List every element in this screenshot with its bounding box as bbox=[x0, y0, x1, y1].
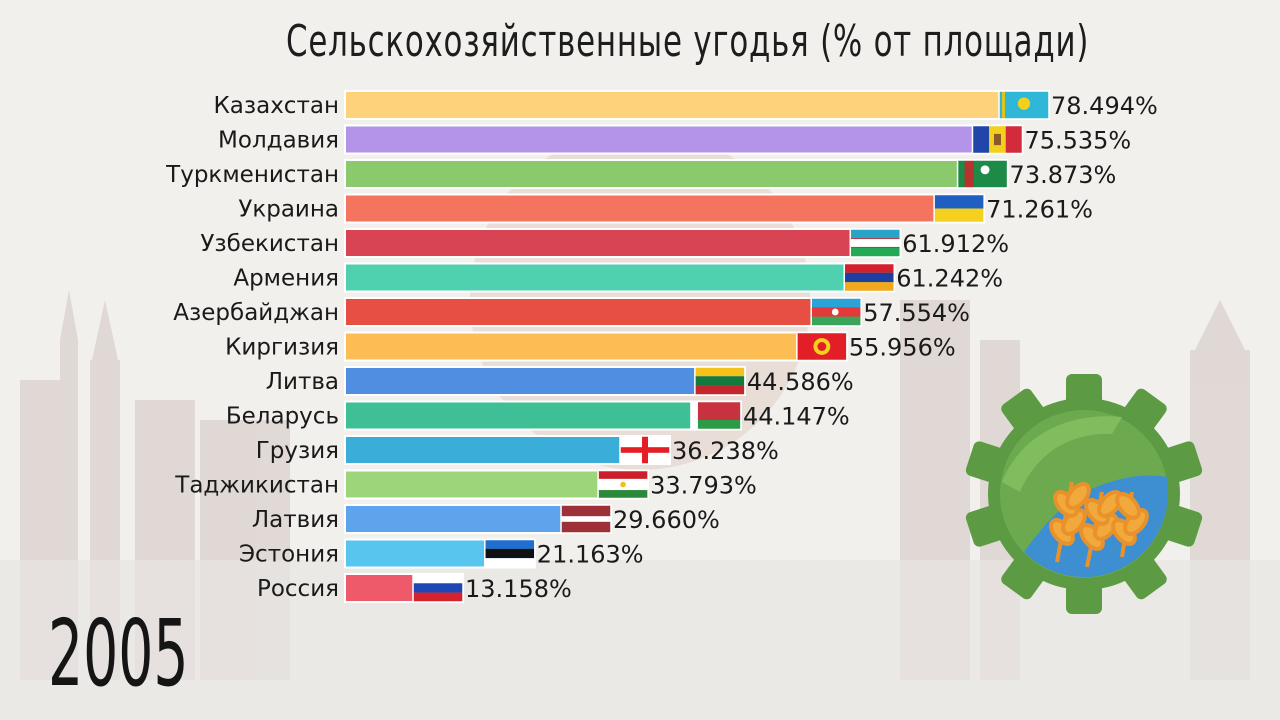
category-label: Киргизия bbox=[225, 335, 339, 361]
ukraine-flag bbox=[933, 193, 985, 224]
value-label: 29.660% bbox=[613, 506, 720, 534]
lithuania-flag bbox=[694, 366, 746, 396]
russia-flag bbox=[412, 573, 464, 603]
value-label: 73.873% bbox=[1010, 161, 1117, 189]
agriculture-gear-icon bbox=[965, 374, 1203, 614]
belarus-flag bbox=[690, 400, 742, 431]
value-label: 21.163% bbox=[537, 541, 644, 569]
category-label: Казахстан bbox=[213, 93, 339, 119]
value-label: 55.956% bbox=[849, 334, 956, 362]
armenia-flag bbox=[843, 262, 896, 293]
bar-2 bbox=[344, 124, 1024, 155]
estonia-flag bbox=[484, 538, 536, 569]
category-label: Азербайджан bbox=[173, 300, 339, 326]
value-label: 75.535% bbox=[1024, 127, 1131, 155]
category-label: Грузия bbox=[256, 438, 339, 464]
bar-6 bbox=[344, 262, 896, 293]
category-label: Таджикистан bbox=[174, 473, 339, 499]
tajikistan-flag bbox=[597, 469, 649, 500]
wheat-icon bbox=[1049, 481, 1149, 568]
latvia-flag bbox=[560, 504, 612, 534]
category-label: Литва bbox=[266, 369, 339, 395]
bar-4 bbox=[344, 193, 986, 224]
category-label: Украина bbox=[238, 197, 339, 223]
value-label: 13.158% bbox=[465, 575, 572, 603]
value-label: 57.554% bbox=[863, 299, 970, 327]
bar-10 bbox=[344, 400, 742, 431]
turkmenistan-flag bbox=[956, 159, 1009, 189]
value-label: 44.147% bbox=[743, 403, 850, 431]
kazakhstan-flag bbox=[998, 90, 1050, 120]
georgia-flag bbox=[619, 435, 671, 465]
value-label: 61.242% bbox=[896, 265, 1003, 293]
category-label: Эстония bbox=[239, 542, 339, 568]
category-label: Молдавия bbox=[218, 128, 339, 154]
uzbekistan-flag bbox=[849, 228, 902, 258]
bar-1 bbox=[344, 90, 1050, 120]
bar-9 bbox=[344, 366, 746, 396]
value-label: 71.261% bbox=[986, 196, 1093, 224]
value-label: 33.793% bbox=[650, 472, 757, 500]
bar-8 bbox=[344, 331, 848, 362]
category-label: Туркменистан bbox=[165, 162, 339, 188]
bar-5 bbox=[344, 228, 902, 258]
kyrgyzstan-flag bbox=[796, 331, 848, 362]
category-label: Армения bbox=[233, 266, 339, 292]
bar-7 bbox=[344, 297, 863, 327]
value-label: 78.494% bbox=[1051, 92, 1158, 120]
value-label: 44.586% bbox=[747, 368, 854, 396]
azerbaijan-flag bbox=[810, 297, 862, 327]
moldova-flag bbox=[971, 124, 1024, 155]
category-label: Беларусь bbox=[226, 404, 339, 430]
category-label: Россия bbox=[257, 576, 339, 602]
bar-3 bbox=[344, 159, 1009, 189]
year-label: 2005 bbox=[48, 600, 189, 707]
category-label: Латвия bbox=[252, 507, 339, 533]
value-label: 61.912% bbox=[902, 230, 1009, 258]
category-label: Узбекистан bbox=[200, 231, 339, 257]
value-label: 36.238% bbox=[672, 437, 779, 465]
